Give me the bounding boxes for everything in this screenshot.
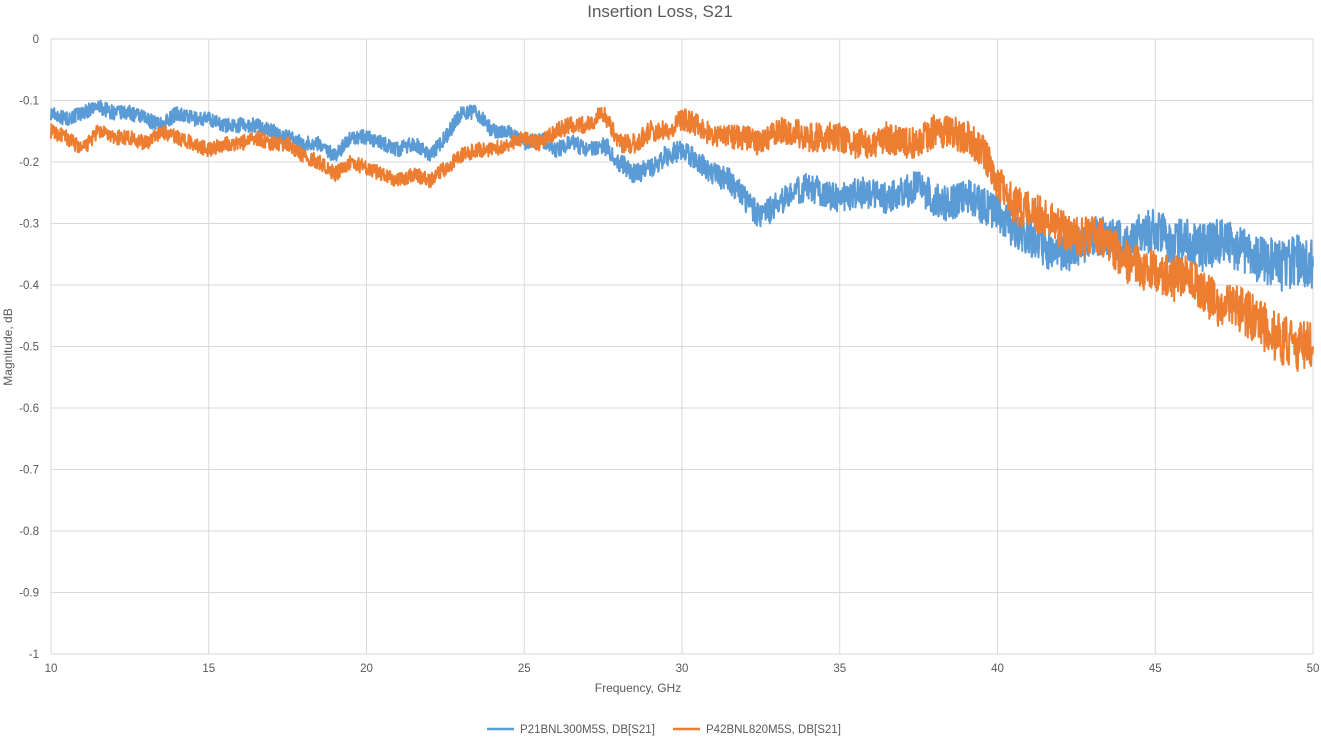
y-tick-label: -1 [29, 649, 39, 661]
x-tick-label: 20 [360, 663, 373, 675]
x-tick-label: 25 [518, 663, 531, 675]
x-tick-label: 50 [1307, 663, 1320, 675]
x-tick-label: 15 [202, 663, 215, 675]
x-tick-label: 30 [676, 663, 689, 675]
x-axis-label: Frequency, GHz [595, 681, 681, 695]
y-tick-label: -0.6 [19, 403, 39, 415]
legend: P21BNL300M5S, DB[S21] P42BNL820M5S, DB[S2… [487, 724, 841, 736]
x-tick-label: 45 [1149, 663, 1162, 675]
x-tick-label: 35 [833, 663, 846, 675]
y-tick-label: -0.2 [19, 157, 39, 169]
x-tick-label: 40 [991, 663, 1004, 675]
y-axis-label: Magnitude, dB [1, 308, 15, 385]
series-layer [50, 99, 1314, 372]
x-tick-label: 10 [45, 663, 58, 675]
y-tick-label: -0.7 [19, 465, 39, 477]
gridlines [50, 38, 1314, 655]
y-tick-label: -0.4 [19, 280, 39, 292]
y-tick-label: -0.8 [19, 526, 39, 538]
y-tick-label: 0 [33, 34, 39, 46]
legend-label-2: P42BNL820M5S, DB[S21] [706, 724, 841, 736]
series-line-1 [50, 99, 1314, 292]
series-line-2 [50, 106, 1314, 372]
y-tick-label: -0.3 [19, 219, 39, 231]
y-tick-label: -0.9 [19, 588, 39, 600]
y-tick-label: -0.1 [19, 96, 39, 108]
tick-labels: 0 -0.1 -0.2 -0.3 -0.4 -0.5 -0.6 -0.7 -0.8 -0.9 -1 1… [19, 34, 1319, 675]
legend-label-1: P21BNL300M5S, DB[S21] [520, 724, 655, 736]
y-tick-label: -0.5 [19, 342, 39, 354]
chart-title: Insertion Loss, S21 [587, 2, 733, 21]
